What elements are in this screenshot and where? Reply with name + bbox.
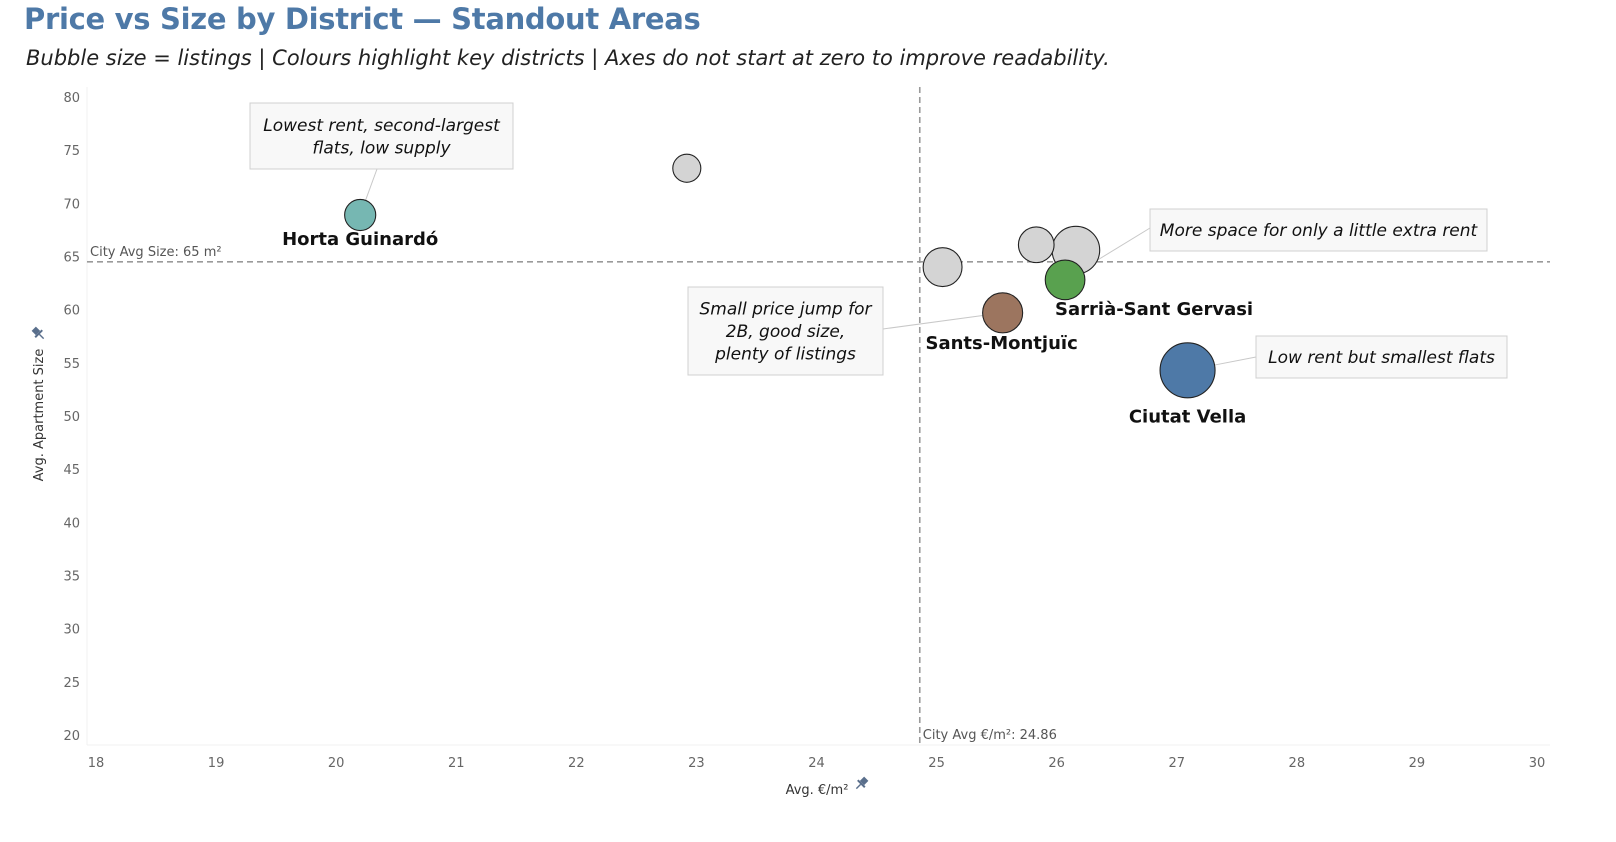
x-axis-ticks: 18 19 20 21 22 23 24 25 26 27 28 29 30 xyxy=(88,756,1546,771)
bubble-other-district xyxy=(922,247,963,288)
district-label-sants-montjuic: Sants-Montjuïc xyxy=(926,333,1078,354)
annotation-text-line: 2B, good size, xyxy=(726,322,845,342)
y-axis-pin-icon xyxy=(31,326,45,340)
x-tick-label: 21 xyxy=(448,756,465,771)
x-tick-label: 26 xyxy=(1048,756,1065,771)
axes-layer xyxy=(86,87,1550,746)
bubble-sants-montjuic xyxy=(982,292,1024,334)
y-tick-label: 75 xyxy=(63,144,80,159)
x-tick-label: 23 xyxy=(688,756,705,771)
x-axis-title: Avg. €/m² xyxy=(786,783,849,798)
annotation-text-line: Lowest rent, second-largest xyxy=(263,116,501,136)
y-tick-label: 70 xyxy=(63,197,80,212)
y-axis-title: Avg. Apartment Size xyxy=(32,349,47,482)
x-tick-label: 27 xyxy=(1168,756,1185,771)
annotation-sarria-sant-gervasi: More space for only a little extra rent xyxy=(1149,208,1488,252)
y-tick-label: 60 xyxy=(63,304,80,319)
annotation-box xyxy=(1149,208,1488,252)
x-axis-pin-icon xyxy=(855,776,869,790)
y-tick-label: 50 xyxy=(63,410,80,425)
x-tick-label: 29 xyxy=(1409,756,1426,771)
city-avg-price-label: City Avg €/m²: 24.86 xyxy=(923,728,1057,743)
x-tick-label: 19 xyxy=(208,756,225,771)
district-label-sarria-sant-gervasi: Sarrià-Sant Gervasi xyxy=(1055,299,1253,320)
y-tick-label: 80 xyxy=(63,91,80,106)
x-tick-label: 30 xyxy=(1529,756,1546,771)
x-tick-label: 25 xyxy=(928,756,945,771)
annotation-text-line: plenty of listings xyxy=(714,345,856,365)
bubble-horta-guinardo xyxy=(344,198,377,232)
y-tick-label: 20 xyxy=(63,729,80,744)
x-tick-label: 18 xyxy=(88,756,105,771)
y-tick-label: 35 xyxy=(63,570,80,585)
bubble-ciutat-vella xyxy=(1159,342,1216,399)
district-labels: Horta Guinardó Sarrià-Sant Gervasi Sants-M… xyxy=(282,229,1253,427)
annotation-box xyxy=(249,102,514,170)
annotation-ciutat-vella: Low rent but smallest flats xyxy=(1255,335,1508,379)
y-tick-label: 25 xyxy=(63,676,80,691)
y-tick-label: 45 xyxy=(63,463,80,478)
x-tick-label: 22 xyxy=(568,756,585,771)
y-tick-label: 55 xyxy=(63,357,80,372)
annotation-text-line: Small price jump for xyxy=(700,300,873,320)
chart-title: Price vs Size by District — Standout Are… xyxy=(24,2,701,36)
city-avg-size-label: City Avg Size: 65 m² xyxy=(90,245,222,260)
bubble-other-district xyxy=(1017,226,1055,264)
annotation-text-line: flats, low supply xyxy=(312,138,451,158)
bubble-sarria-sant-gervasi xyxy=(1044,259,1086,301)
reference-lines: City Avg €/m²: 24.86 City Avg Size: 65 m² xyxy=(87,87,1550,745)
x-tick-label: 20 xyxy=(328,756,345,771)
annotation-text-line: Low rent but smallest flats xyxy=(1268,348,1495,368)
chart-subtitle: Bubble size = listings | Colours highlig… xyxy=(26,46,1110,70)
annotation-text-line: More space for only a little extra rent xyxy=(1160,221,1479,241)
y-axis-ticks: 20 25 30 35 40 45 50 55 60 65 70 75 80 xyxy=(63,91,80,744)
district-label-ciutat-vella: Ciutat Vella xyxy=(1129,406,1246,427)
data-points xyxy=(344,153,1216,399)
annotation-box xyxy=(687,286,884,376)
bubble-other-district xyxy=(672,153,702,183)
y-tick-label: 65 xyxy=(63,251,80,266)
x-tick-label: 28 xyxy=(1289,756,1306,771)
district-label-horta-guinardo: Horta Guinardó xyxy=(282,229,438,250)
annotation-leader-sants-montjuic xyxy=(882,313,995,330)
y-tick-label: 40 xyxy=(63,516,80,531)
x-tick-label: 24 xyxy=(808,756,825,771)
y-tick-label: 30 xyxy=(63,623,80,638)
annotation-box xyxy=(1255,335,1508,379)
